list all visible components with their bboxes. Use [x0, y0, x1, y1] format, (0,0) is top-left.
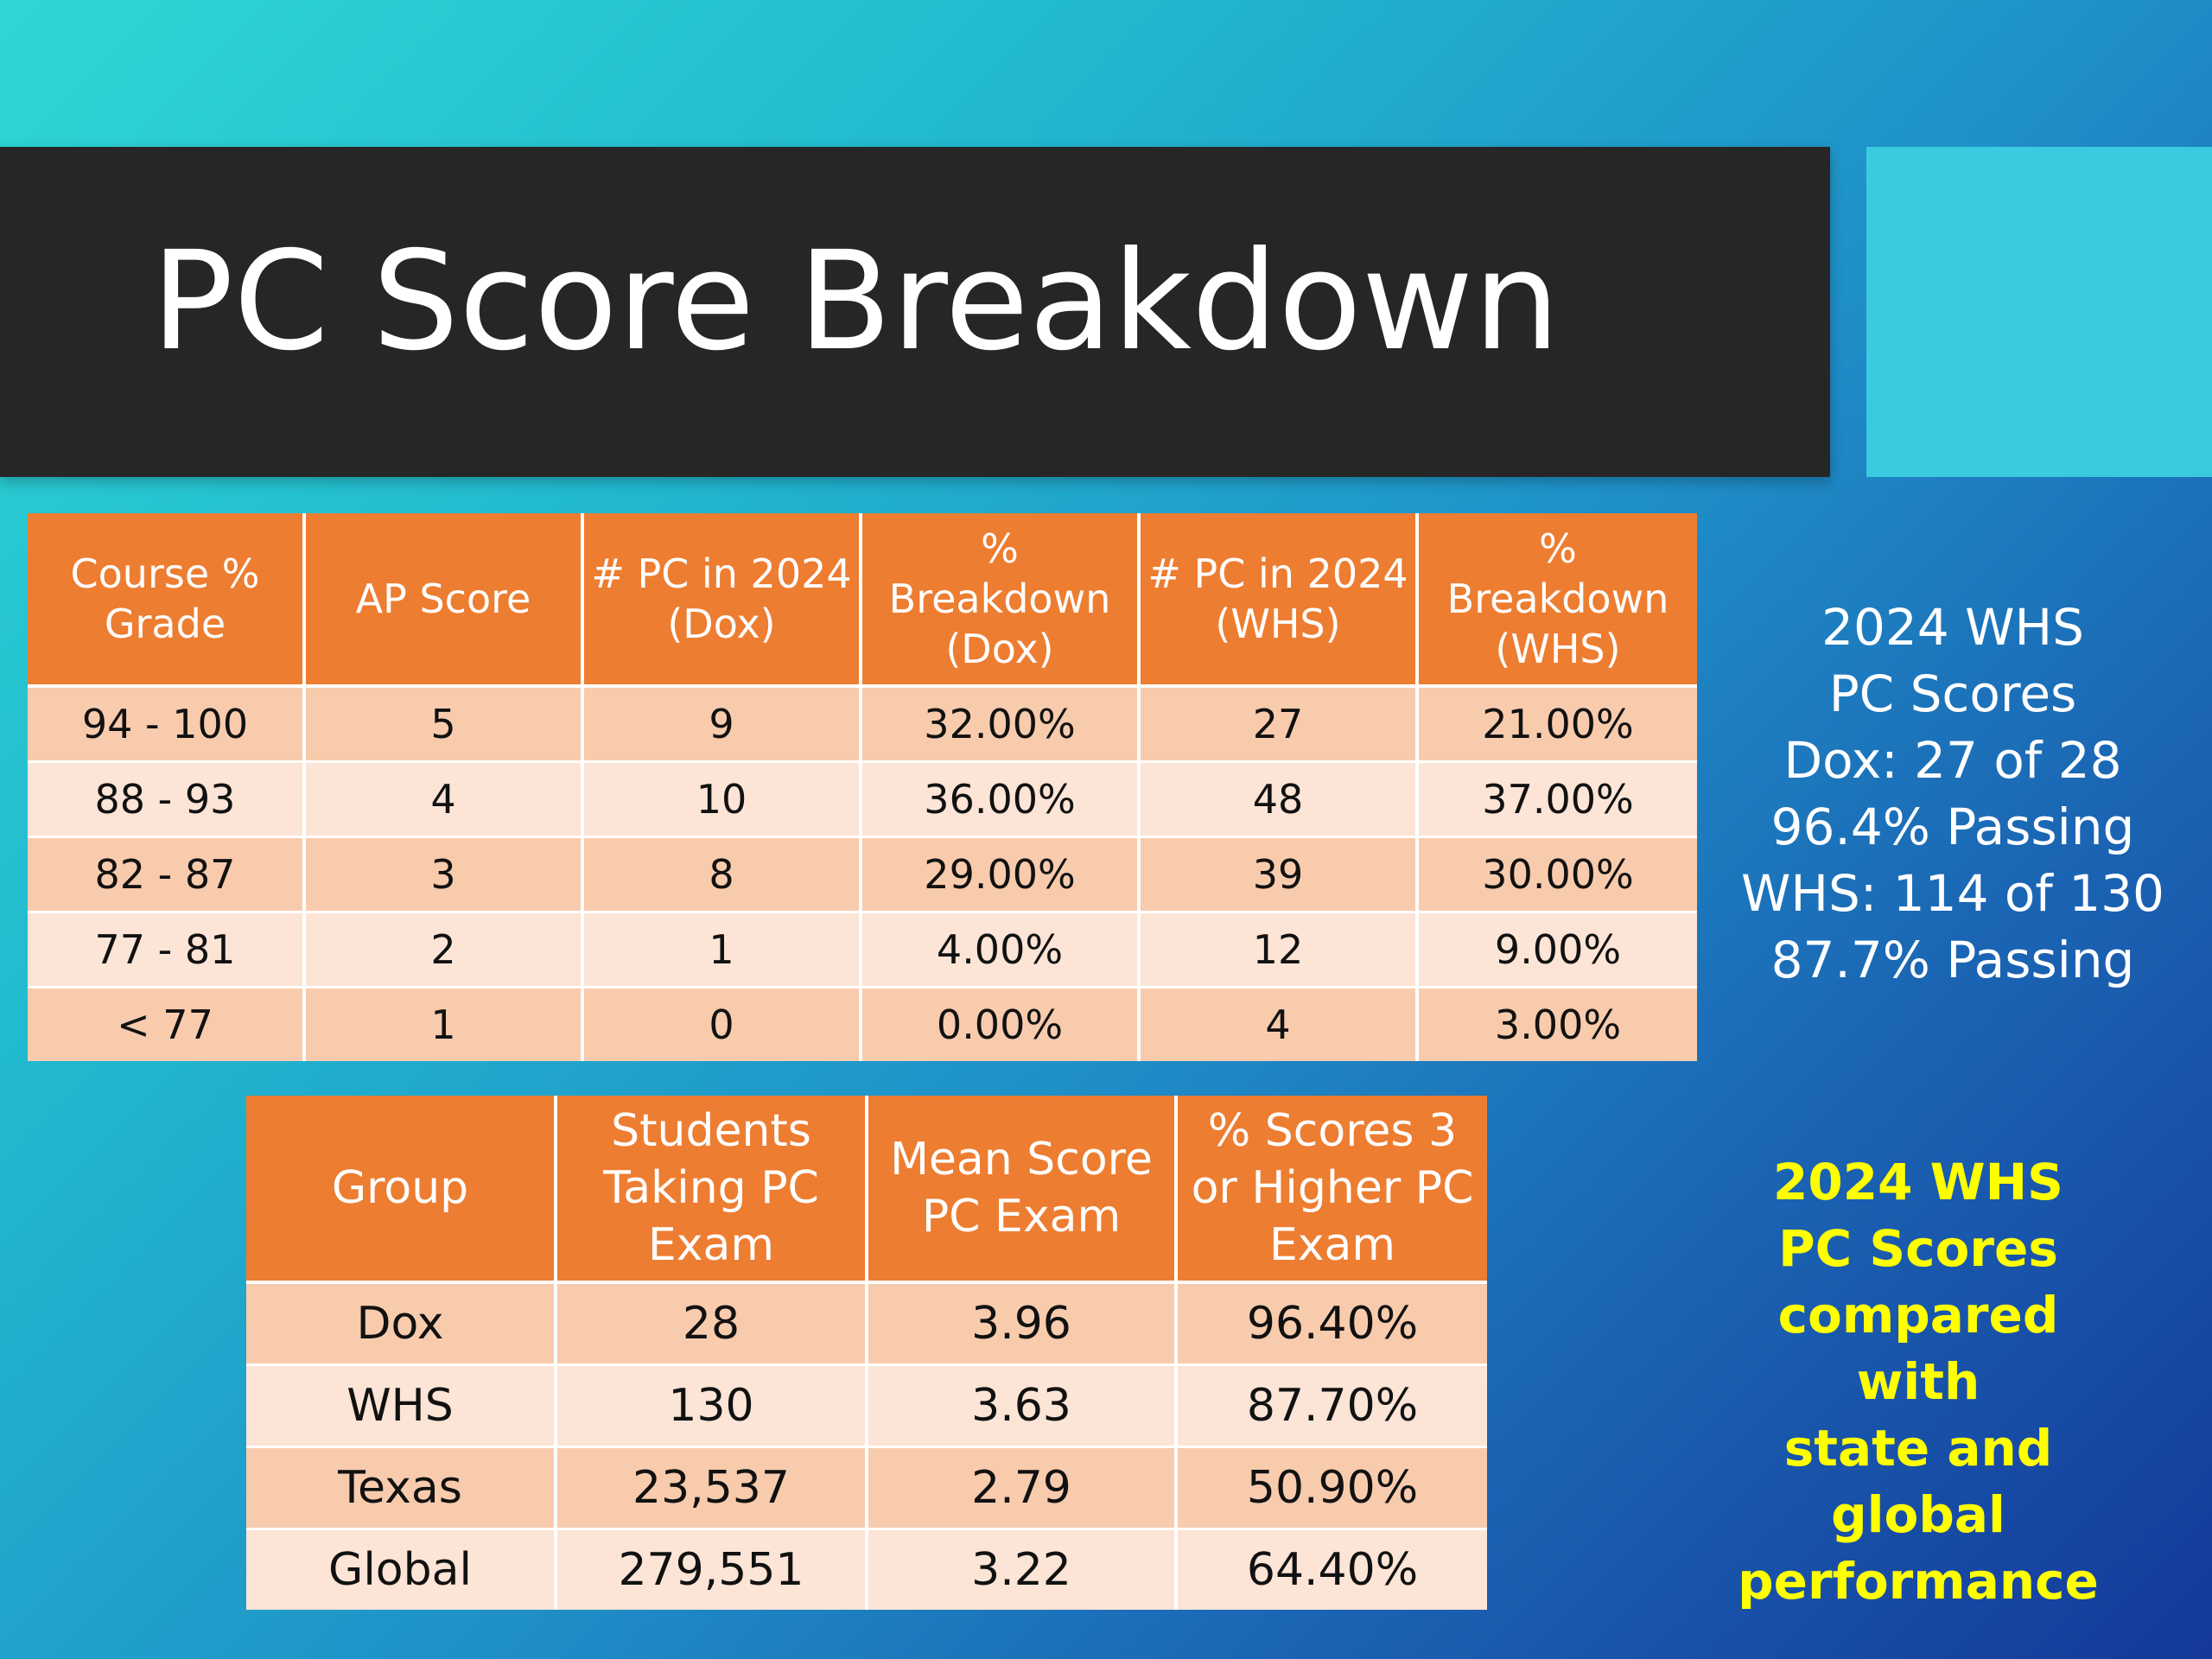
- note-line: 2024 WHS: [1773, 1153, 2063, 1211]
- header-mean-score: Mean Score PC Exam: [867, 1096, 1178, 1284]
- table-cell: 3.63: [867, 1363, 1178, 1447]
- header-pct-three-or-higher: % Scores 3 or Higher PC Exam: [1176, 1096, 1487, 1284]
- slide-title: PC Score Breakdown: [151, 222, 1560, 381]
- summary-line: 2024 WHS: [1821, 598, 2084, 657]
- table-cell: 50.90%: [1176, 1446, 1487, 1529]
- table-row: 94 - 100 5 9 32.00% 27 21.00%: [28, 684, 1697, 762]
- table-row: Texas 23,537 2.79 50.90%: [246, 1446, 1487, 1529]
- note-line: PC Scores: [1778, 1219, 2058, 1278]
- table-cell: 94 - 100: [28, 684, 306, 762]
- accent-block: [1866, 147, 2212, 477]
- table-cell: 88 - 93: [28, 760, 306, 837]
- table-header-row: Group Students Taking PC Exam Mean Score…: [246, 1096, 1487, 1284]
- table-cell: 64.40%: [1176, 1528, 1487, 1610]
- table-cell: 0: [582, 986, 862, 1061]
- note-line: performance: [1738, 1552, 2099, 1611]
- table-cell: 32.00%: [861, 684, 1141, 762]
- summary-line: WHS: 114 of 130: [1741, 864, 2164, 923]
- header-breakdown-dox: % Breakdown (Dox): [861, 513, 1141, 688]
- table-cell: 4: [1139, 986, 1419, 1061]
- table-cell: 37.00%: [1417, 760, 1697, 837]
- note-line: with: [1856, 1352, 1980, 1411]
- table-cell: 96.40%: [1176, 1281, 1487, 1365]
- table-cell: 3: [304, 836, 584, 912]
- header-group: Group: [246, 1096, 557, 1284]
- header-pc-count-dox: # PC in 2024 (Dox): [582, 513, 862, 688]
- table-row: Dox 28 3.96 96.40%: [246, 1281, 1487, 1365]
- table-cell: 3.96: [867, 1281, 1178, 1365]
- table-cell: 130: [556, 1363, 868, 1447]
- title-bar: [0, 147, 1830, 477]
- table-row: Global 279,551 3.22 64.40%: [246, 1528, 1487, 1610]
- table-cell: 1: [582, 911, 862, 988]
- table-row: 82 - 87 3 8 29.00% 39 30.00%: [28, 836, 1697, 912]
- note-line: global: [1831, 1485, 2005, 1544]
- table-row: 77 - 81 2 1 4.00% 12 9.00%: [28, 911, 1697, 988]
- note-line: state and: [1783, 1419, 2053, 1478]
- table-cell: 1: [304, 986, 584, 1061]
- table-cell: 77 - 81: [28, 911, 306, 988]
- table-row: 88 - 93 4 10 36.00% 48 37.00%: [28, 760, 1697, 837]
- table-cell: 4: [304, 760, 584, 837]
- summary-text-block: 2024 WHS PC Scores Dox: 27 of 28 96.4% P…: [1719, 594, 2186, 994]
- table-cell: 21.00%: [1417, 684, 1697, 762]
- table-cell: 87.70%: [1176, 1363, 1487, 1447]
- table-cell: 27: [1139, 684, 1419, 762]
- table-cell: 23,537: [556, 1446, 868, 1529]
- table-cell: 48: [1139, 760, 1419, 837]
- table-cell: 3.22: [867, 1528, 1178, 1610]
- summary-line: PC Scores: [1828, 664, 2077, 723]
- table-cell: 82 - 87: [28, 836, 306, 912]
- header-ap-score: AP Score: [304, 513, 584, 688]
- score-breakdown-table: Course % Grade AP Score # PC in 2024 (Do…: [28, 513, 1697, 1061]
- table-cell: 29.00%: [861, 836, 1141, 912]
- summary-line: 87.7% Passing: [1770, 931, 2135, 989]
- table-cell: 12: [1139, 911, 1419, 988]
- header-breakdown-whs: % Breakdown (WHS): [1417, 513, 1697, 688]
- header-pc-count-whs: # PC in 2024 (WHS): [1139, 513, 1419, 688]
- table-cell: Texas: [246, 1446, 557, 1529]
- table-cell: WHS: [246, 1363, 557, 1447]
- table-cell: 2.79: [867, 1446, 1178, 1529]
- table-cell: 30.00%: [1417, 836, 1697, 912]
- table-cell: 0.00%: [861, 986, 1141, 1061]
- table-cell: Dox: [246, 1281, 557, 1365]
- header-course-grade: Course % Grade: [28, 513, 306, 688]
- group-comparison-table: Group Students Taking PC Exam Mean Score…: [246, 1096, 1487, 1610]
- table-cell: < 77: [28, 986, 306, 1061]
- table-header-row: Course % Grade AP Score # PC in 2024 (Do…: [28, 513, 1697, 688]
- note-line: compared: [1777, 1286, 2059, 1344]
- table-cell: 279,551: [556, 1528, 868, 1610]
- table-cell: 8: [582, 836, 862, 912]
- table-cell: 39: [1139, 836, 1419, 912]
- comparison-note: 2024 WHS PC Scores compared with state a…: [1719, 1149, 2117, 1615]
- table-cell: 10: [582, 760, 862, 837]
- table-cell: 9.00%: [1417, 911, 1697, 988]
- summary-line: Dox: 27 of 28: [1783, 731, 2122, 790]
- table-cell: 3.00%: [1417, 986, 1697, 1061]
- table-cell: 28: [556, 1281, 868, 1365]
- table-cell: 5: [304, 684, 584, 762]
- table-cell: 36.00%: [861, 760, 1141, 837]
- table-cell: 9: [582, 684, 862, 762]
- summary-line: 96.4% Passing: [1770, 798, 2135, 856]
- table-row: WHS 130 3.63 87.70%: [246, 1363, 1487, 1447]
- table-row: < 77 1 0 0.00% 4 3.00%: [28, 986, 1697, 1061]
- table-cell: 4.00%: [861, 911, 1141, 988]
- header-students-taking: Students Taking PC Exam: [556, 1096, 868, 1284]
- table-cell: 2: [304, 911, 584, 988]
- table-cell: Global: [246, 1528, 557, 1610]
